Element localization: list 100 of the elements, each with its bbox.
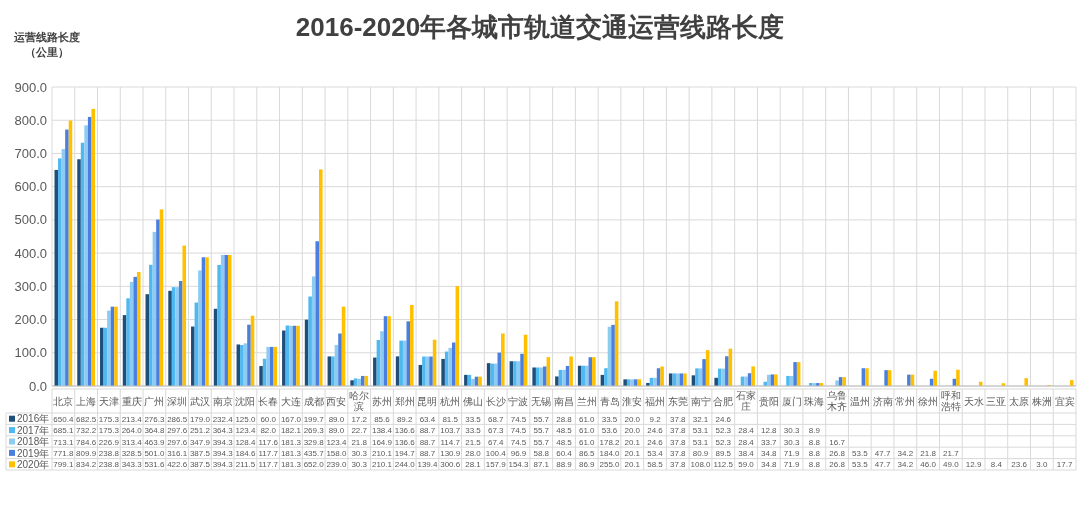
data-label: 138.4 bbox=[371, 426, 393, 436]
bar bbox=[604, 368, 608, 386]
bar bbox=[452, 342, 456, 386]
data-label: 53.1 bbox=[692, 426, 709, 436]
x-tick-label: 长沙 bbox=[485, 395, 506, 407]
bar bbox=[471, 378, 475, 386]
data-label: 23.6 bbox=[1011, 460, 1028, 470]
bar bbox=[672, 373, 676, 386]
data-label: 713.1 bbox=[53, 437, 74, 447]
data-label: 89.0 bbox=[328, 414, 345, 424]
data-label: 178.2 bbox=[599, 437, 621, 447]
data-label: 88.9 bbox=[556, 460, 573, 470]
data-label: 30.3 bbox=[783, 437, 800, 447]
data-label: 28.4 bbox=[738, 426, 755, 436]
bar bbox=[933, 370, 937, 386]
bar bbox=[717, 368, 722, 386]
x-tick-label: 东莞 bbox=[667, 395, 688, 407]
bar bbox=[702, 359, 706, 386]
bar bbox=[259, 366, 263, 386]
bar bbox=[676, 373, 680, 386]
bar bbox=[429, 356, 433, 386]
data-label: 30.3 bbox=[351, 448, 368, 458]
x-tick-label: 沈阳 bbox=[235, 395, 256, 407]
bar bbox=[58, 158, 62, 386]
x-tick-label: 郑州 bbox=[394, 395, 415, 407]
bar bbox=[634, 379, 638, 386]
x-tick-label: 成都 bbox=[303, 395, 324, 407]
data-label: 239.0 bbox=[326, 460, 347, 470]
data-label: 53.4 bbox=[647, 448, 664, 458]
bar bbox=[406, 321, 411, 386]
data-label: 364.8 bbox=[144, 426, 165, 436]
data-label: 61.0 bbox=[578, 414, 596, 424]
data-label: 63.4 bbox=[419, 414, 436, 424]
data-label: 175.3 bbox=[98, 426, 120, 436]
bar bbox=[767, 374, 771, 386]
data-label: 130.9 bbox=[440, 448, 461, 458]
data-label: 799.1 bbox=[53, 460, 74, 470]
data-label: 16.7 bbox=[829, 437, 846, 447]
data-label: 55.7 bbox=[533, 426, 550, 436]
data-label: 53.5 bbox=[852, 448, 869, 458]
bar bbox=[338, 333, 342, 386]
data-label: 117.7 bbox=[258, 460, 279, 470]
y-tick-label: 0.0 bbox=[28, 378, 47, 394]
data-label: 297.6 bbox=[167, 437, 188, 447]
bar bbox=[751, 366, 755, 386]
data-label: 21.8 bbox=[920, 448, 937, 458]
x-tick-label: 重庆 bbox=[121, 395, 142, 407]
bar bbox=[532, 367, 536, 386]
data-label: 394.3 bbox=[212, 437, 234, 447]
data-label: 21.8 bbox=[351, 437, 368, 447]
bar bbox=[357, 378, 361, 386]
bar bbox=[584, 365, 589, 386]
bar bbox=[269, 346, 274, 386]
data-label: 286.5 bbox=[167, 414, 188, 424]
data-label: 86.9 bbox=[578, 460, 596, 470]
data-label: 194.7 bbox=[394, 448, 416, 458]
bar bbox=[84, 125, 88, 386]
x-tick-label: 南昌 bbox=[554, 395, 574, 407]
x-tick-label: 福州 bbox=[645, 395, 666, 407]
data-label: 329.8 bbox=[303, 437, 325, 447]
data-label: 125.0 bbox=[235, 414, 256, 424]
data-label: 347.9 bbox=[189, 437, 211, 447]
data-label: 74.5 bbox=[510, 414, 527, 424]
bar bbox=[501, 333, 505, 386]
data-label: 181.3 bbox=[280, 448, 302, 458]
bar bbox=[630, 379, 635, 386]
bar bbox=[175, 287, 179, 386]
data-label: 20.0 bbox=[624, 414, 641, 424]
data-label: 32.1 bbox=[692, 414, 709, 424]
y-tick-label: 800.0 bbox=[14, 112, 47, 128]
data-label: 123.4 bbox=[326, 437, 347, 447]
bar bbox=[350, 380, 354, 386]
data-label: 164.9 bbox=[371, 437, 393, 447]
data-label: 12.8 bbox=[761, 426, 778, 436]
bar bbox=[282, 330, 286, 386]
data-label: 88.7 bbox=[419, 437, 436, 447]
x-tick-label: 淮安 bbox=[622, 395, 643, 407]
x-tick-label: 温州 bbox=[849, 395, 870, 407]
data-label: 26.8 bbox=[829, 460, 846, 470]
data-label: 158.0 bbox=[326, 448, 347, 458]
data-label: 181.3 bbox=[280, 460, 302, 470]
bar bbox=[653, 377, 657, 386]
data-label: 3.0 bbox=[1036, 460, 1048, 470]
data-label: 531.6 bbox=[144, 460, 165, 470]
x-tick-label: 三亚 bbox=[986, 395, 1007, 407]
x-tick-label: 昆明 bbox=[417, 395, 438, 407]
x-tick-label: 大连 bbox=[280, 395, 301, 407]
bar bbox=[562, 369, 566, 386]
data-label: 732.2 bbox=[76, 426, 97, 436]
data-label: 33.5 bbox=[601, 414, 618, 424]
bar bbox=[865, 368, 869, 386]
bar bbox=[581, 365, 585, 386]
data-label: 100.4 bbox=[485, 448, 507, 458]
data-label: 24.6 bbox=[647, 426, 664, 436]
data-label: 71.9 bbox=[783, 460, 800, 470]
bar bbox=[133, 276, 137, 386]
data-label: 67.3 bbox=[487, 426, 505, 436]
data-label: 300.6 bbox=[440, 460, 461, 470]
data-label: 34.2 bbox=[897, 448, 914, 458]
data-label: 650.4 bbox=[53, 414, 74, 424]
